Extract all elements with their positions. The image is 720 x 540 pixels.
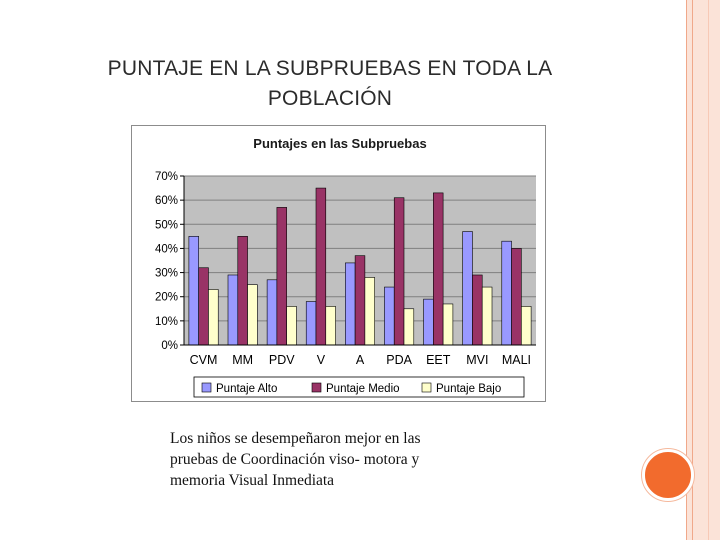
- decorative-line: [708, 0, 709, 540]
- legend-label: Puntaje Medio: [326, 383, 400, 395]
- x-tick-label: PDA: [386, 353, 412, 367]
- y-tick-label: 10%: [155, 316, 178, 328]
- bar: [403, 308, 415, 346]
- x-tick-label: MVI: [466, 353, 488, 367]
- y-tick-label: 40%: [155, 243, 178, 255]
- slide-title-line-1: PUNTAJE EN LA SUBPRUEBAS EN TODA LA: [107, 57, 553, 80]
- y-tick-label: 30%: [155, 268, 178, 280]
- bar: [325, 306, 336, 346]
- bar: [345, 262, 356, 346]
- bar: [423, 298, 434, 346]
- chart-title: Puntajes en las Subpruebas: [253, 136, 426, 151]
- x-tick-label: CVM: [190, 353, 218, 367]
- bar: [393, 197, 405, 346]
- slide-caption: Los niños se desempeñaron mejor en las p…: [170, 428, 490, 491]
- bar: [364, 277, 375, 346]
- bar: [208, 289, 219, 346]
- bar: [462, 231, 473, 346]
- bar: [276, 207, 287, 346]
- bar-series-group: [188, 187, 532, 346]
- x-tick-label: A: [356, 353, 365, 367]
- y-tick-label: 50%: [155, 219, 178, 231]
- bar: [286, 306, 297, 346]
- bar: [481, 286, 493, 346]
- bar-chart: Puntajes en las Subpruebas 0% 10% 20% 30% 40…: [155, 136, 536, 398]
- bar: [315, 187, 327, 346]
- y-tick-label: 20%: [155, 292, 178, 304]
- caption-line-1: Los niños se desempeñaron mejor en las: [170, 430, 421, 447]
- chart-frame: Puntajes en las Subpruebas 0% 10% 20% 30% 40…: [131, 125, 546, 402]
- right-decorative-band: [686, 0, 720, 540]
- decorative-orange-circle: [642, 449, 694, 501]
- y-tick-label: 60%: [155, 195, 178, 207]
- caption-line-2: pruebas de Coordinación viso- motora y: [170, 451, 420, 468]
- bar: [247, 284, 258, 346]
- legend-swatch: [201, 382, 212, 393]
- bar: [501, 240, 512, 346]
- legend-swatch: [311, 382, 322, 393]
- decorative-line: [692, 0, 693, 540]
- bar: [472, 274, 483, 346]
- bar: [305, 301, 317, 346]
- bar: [521, 306, 532, 346]
- caption-line-3: memoria Visual Inmediata: [170, 472, 335, 489]
- bar: [266, 279, 278, 346]
- bar: [433, 192, 444, 346]
- bar: [227, 274, 239, 346]
- y-tick-label: 0%: [161, 340, 178, 352]
- bar: [237, 236, 248, 346]
- x-tick-label: EET: [426, 353, 451, 367]
- y-tick-label: 70%: [155, 171, 178, 183]
- x-tick-label: V: [317, 353, 326, 367]
- slide-title: PUNTAJE EN LA SUBPRUEBAS EN TODA LA POBL…: [60, 54, 600, 114]
- bar: [442, 303, 454, 346]
- x-tick-label: MALI: [502, 353, 531, 367]
- legend-box: [193, 376, 525, 398]
- bar: [354, 255, 366, 346]
- slide-title-line-2: POBLACIÓN: [267, 87, 393, 110]
- legend-label: Puntaje Alto: [216, 383, 277, 395]
- axis-group: 0% 10% 20% 30% 40% 50% 60% 70% CVM MM PDV V A PDA EET M…: [155, 171, 536, 367]
- chart-legend: Puntaje Alto Puntaje Medio Puntaje Bajo: [193, 376, 525, 398]
- legend-label: Puntaje Bajo: [436, 383, 501, 395]
- x-tick-label: PDV: [269, 353, 295, 367]
- legend-swatch: [421, 382, 432, 393]
- bar: [384, 286, 395, 346]
- bar: [511, 248, 522, 346]
- x-tick-label: MM: [232, 353, 253, 367]
- decorative-line: [686, 0, 687, 540]
- bar: [198, 267, 209, 346]
- bar: [188, 236, 199, 346]
